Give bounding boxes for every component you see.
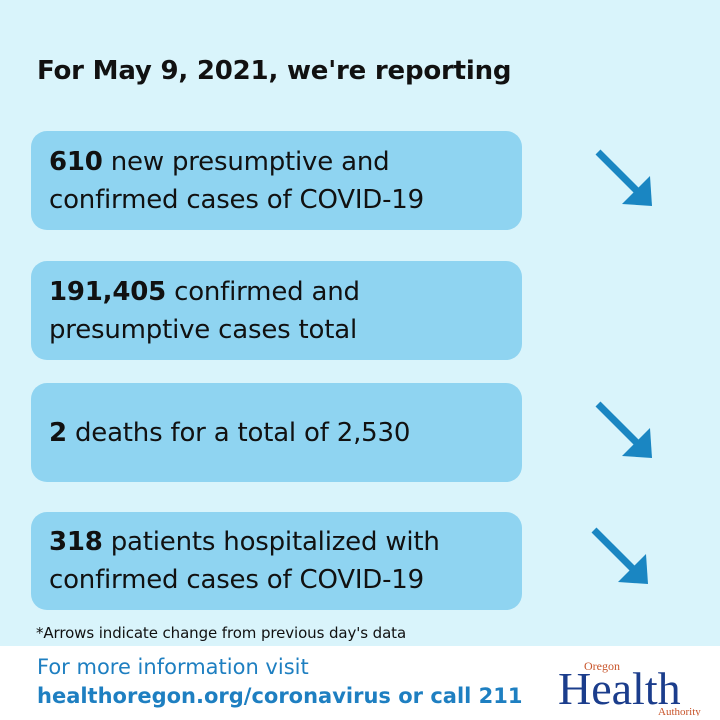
- logo-main-text: Health: [558, 663, 681, 714]
- stat-text-line2: presumptive cases total: [49, 314, 357, 345]
- stat-card-text: 191,405 confirmed and presumptive cases …: [49, 273, 360, 349]
- page-title: For May 9, 2021, we're reporting: [37, 56, 512, 86]
- oregon-health-authority-logo: Oregon Health Authority: [558, 659, 701, 716]
- stat-number: 191,405: [49, 276, 167, 307]
- stat-card-text: 318 patients hospitalized with confirmed…: [49, 523, 440, 599]
- logo-top-text: Oregon: [584, 659, 620, 673]
- stat-number: 318: [49, 527, 103, 557]
- stat-card-deaths: 2 deaths for a total of 2,530: [31, 383, 522, 482]
- stat-text-line1: new presumptive and: [102, 146, 390, 177]
- stat-text-line2: confirmed cases of COVID-19: [49, 565, 424, 595]
- stat-text-line1: confirmed and: [166, 276, 360, 307]
- footnote: *Arrows indicate change from previous da…: [36, 624, 407, 642]
- stat-card-total-cases: 191,405 confirmed and presumptive cases …: [31, 261, 522, 360]
- stat-card-text: 2 deaths for a total of 2,530: [49, 414, 410, 452]
- arrow-down-right-icon: [595, 149, 652, 206]
- stat-text-line1: patients hospitalized with: [102, 527, 440, 557]
- footer-link[interactable]: healthoregon.org/coronavirus or call 211: [37, 684, 523, 708]
- stat-text-line2: confirmed cases of COVID-19: [49, 184, 424, 215]
- stat-number: 2: [49, 417, 67, 448]
- stat-card-new-cases: 610 new presumptive and confirmed cases …: [31, 131, 522, 230]
- stat-number: 610: [49, 146, 103, 177]
- arrow-down-right-icon: [591, 527, 648, 584]
- stat-text-line1: deaths for a total of 2,530: [66, 417, 411, 448]
- footer-info-text: For more information visit: [37, 655, 309, 679]
- arrow-down-right-icon: [595, 401, 652, 458]
- footer: For more information visit healthoregon.…: [0, 646, 720, 720]
- stat-card-text: 610 new presumptive and confirmed cases …: [49, 143, 424, 219]
- stat-card-hospitalized: 318 patients hospitalized with confirmed…: [31, 512, 522, 610]
- logo-bottom-text: Authority: [658, 706, 701, 716]
